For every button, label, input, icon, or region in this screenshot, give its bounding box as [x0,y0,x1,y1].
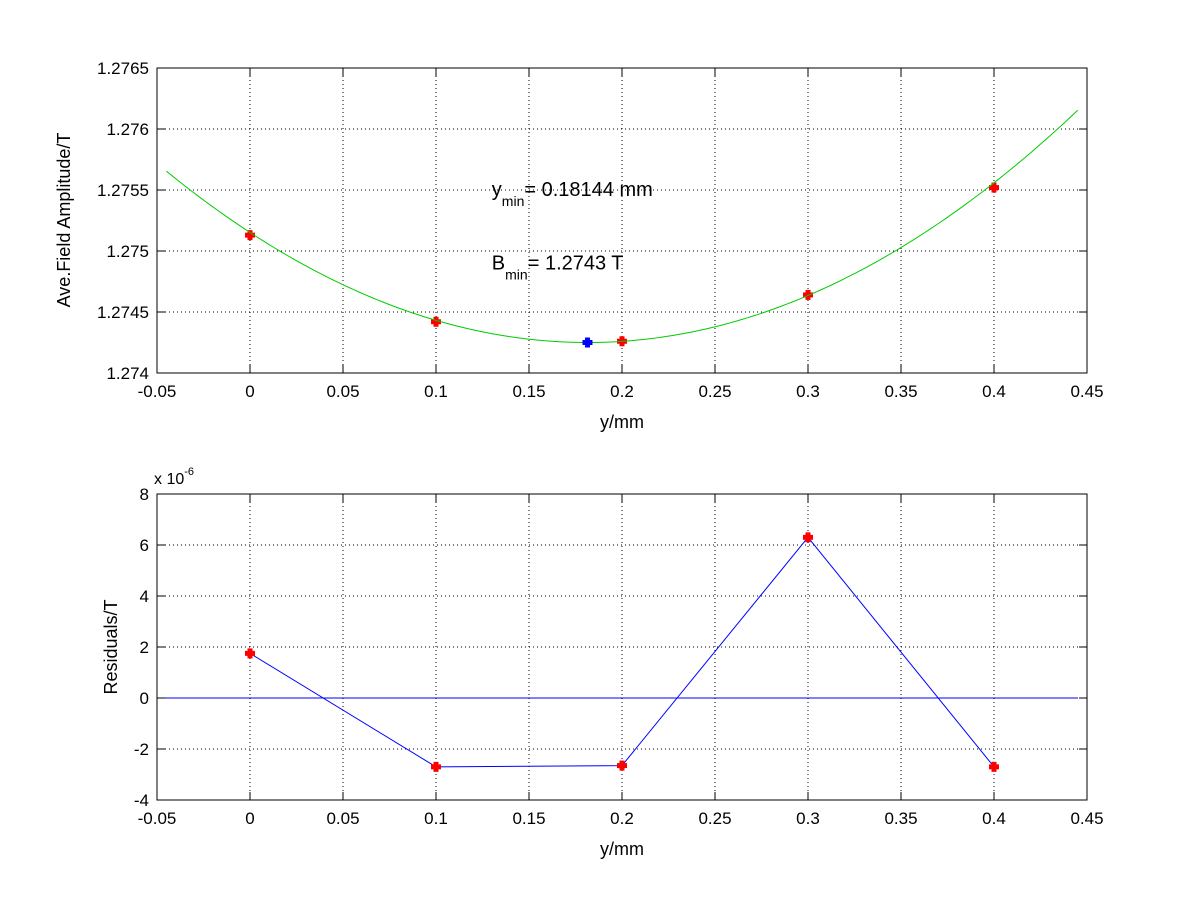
y-axis-label: Ave.Field Amplitude/T [54,133,74,308]
y-axis-label: Residuals/T [101,599,121,694]
y-tick-labels: -4 -2 0 2 4 6 8 [134,485,149,810]
x-tick-label: 0.1 [424,809,448,828]
x-tick-label: 0.15 [512,382,545,401]
y-tick-label: 2 [140,638,149,657]
y-tick-label: 1.274 [106,364,149,383]
x-tick-label: 0.4 [982,809,1006,828]
annotation-text: ymin= 0.18144 mm [492,179,653,209]
ticks [156,67,1088,374]
x-axis-label: y/mm [600,839,644,859]
y-tick-label: 1.2755 [97,181,149,200]
x-tick-label: 0.2 [610,809,634,828]
residual-point [245,648,255,659]
x-axis-label: y/mm [600,412,644,432]
annotation-text: Bmin= 1.2743 T [492,252,624,282]
x-tick-label: 0.3 [796,809,820,828]
annotation-value: = 1.2743 T [528,252,624,274]
residuals-plot-panel: -0.05 0 0.05 0.1 0.15 0.2 0.25 0.3 0.35 0.4 0.45 -… [101,466,1104,859]
x-tick-label: 0.1 [424,382,448,401]
x-tick-label: 0.15 [512,809,545,828]
x-tick-label: -0.05 [138,809,177,828]
fit-curve-line [165,109,1079,344]
annotation-symbol: y [492,179,502,201]
x-tick-label: 0 [245,382,254,401]
annotation-symbol: B [492,252,505,274]
x-tick-label: 0.45 [1070,809,1103,828]
y-tick-label: 1.276 [106,120,149,139]
x-tick-label: 0.2 [610,382,634,401]
x-tick-label: -0.05 [138,382,177,401]
residual-point [803,532,813,543]
x-tick-label: 0.4 [982,382,1006,401]
x-tick-label: 0 [245,809,254,828]
y-tick-label: -4 [134,791,149,810]
y-tick-label: 6 [140,536,149,555]
x-tick-label: 0.3 [796,382,820,401]
y-exponent-label: x 10-6 [154,466,194,488]
minimum-point [582,337,593,348]
ticks [156,493,1088,801]
annotation-subscript: min [502,193,525,209]
x-tick-label: 0.45 [1070,382,1103,401]
y-tick-label: 1.2745 [97,303,149,322]
x-tick-labels: -0.05 0 0.05 0.1 0.15 0.2 0.25 0.3 0.35 0.4 0.45 [138,382,1104,401]
grid [157,68,1087,373]
y-tick-label: 4 [140,587,149,606]
data-point [803,289,813,300]
x-tick-label: 0.25 [698,809,731,828]
y-tick-labels: 1.274 1.2745 1.275 1.2755 1.276 1.2765 [97,59,149,383]
y-tick-label: 0 [140,689,149,708]
y-tick-label: 8 [140,485,149,504]
x-tick-labels: -0.05 0 0.05 0.1 0.15 0.2 0.25 0.3 0.35 0.4 0.45 [138,809,1104,828]
x-tick-label: 0.35 [884,382,917,401]
annotation-subscript: min [505,266,528,282]
y-tick-label: 1.2765 [97,59,149,78]
y-tick-label: 1.275 [106,242,149,261]
y-tick-label: -2 [134,740,149,759]
residual-point [989,761,999,772]
fit-plot-panel: -0.05 0 0.05 0.1 0.15 0.2 0.25 0.3 0.35 0.4 0.45 1… [54,59,1104,432]
x-tick-label: 0.35 [884,809,917,828]
residual-point [617,760,627,771]
x-tick-label: 0.05 [326,382,359,401]
x-tick-label: 0.25 [698,382,731,401]
series-layer [157,532,1078,772]
y-exponent-power: -6 [184,466,194,478]
residual-point [431,761,441,772]
annotation-value: = 0.18144 mm [524,179,652,201]
data-point [989,182,999,193]
x-tick-label: 0.05 [326,809,359,828]
y-exponent-base: x 10 [154,471,184,488]
series-layer [165,109,1079,348]
